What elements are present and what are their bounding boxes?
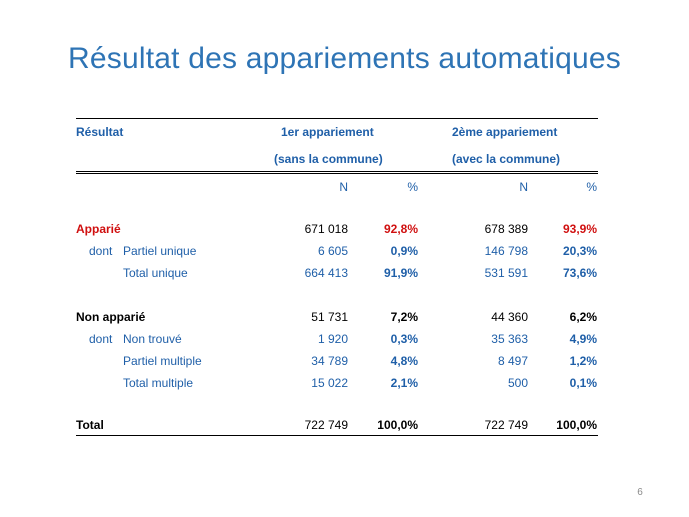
row-n1: 671 018 bbox=[304, 222, 348, 236]
table-row: dont Partiel unique 6 605 0,9% 146 798 2… bbox=[76, 242, 598, 260]
header-p1: % bbox=[407, 180, 418, 194]
row-p2: 4,9% bbox=[569, 332, 597, 346]
table-row: Non apparié 51 731 7,2% 44 360 6,2% bbox=[76, 308, 598, 326]
row-p2: 93,9% bbox=[562, 222, 597, 236]
row-n2: 35 363 bbox=[491, 332, 528, 346]
header-group2-subtitle: (avec la commune) bbox=[452, 152, 561, 166]
row-prefix: dont bbox=[89, 332, 113, 346]
row-n2: 8 497 bbox=[497, 354, 528, 368]
row-p2: 0,1% bbox=[569, 376, 597, 390]
row-label: Non trouvé bbox=[123, 332, 182, 346]
header-n2: N bbox=[519, 180, 528, 194]
row-label: Total unique bbox=[123, 266, 188, 280]
table-row: Partiel multiple 34 789 4,8% 8 497 1,2% bbox=[76, 352, 598, 370]
table-bottom-rule bbox=[76, 435, 598, 436]
header-group1-title: 1er appariement bbox=[281, 125, 374, 139]
row-label: Total multiple bbox=[123, 376, 194, 390]
row-n2: 722 749 bbox=[484, 418, 528, 432]
row-p2: 100,0% bbox=[556, 418, 597, 432]
row-p2: 1,2% bbox=[569, 354, 597, 368]
table-row: Total multiple 15 022 2,1% 500 0,1% bbox=[76, 374, 598, 392]
header-row-2: (sans la commune) (avec la commune) bbox=[76, 150, 598, 168]
row-n1: 15 022 bbox=[311, 376, 348, 390]
row-label: Partiel unique bbox=[123, 244, 197, 258]
row-p2: 20,3% bbox=[562, 244, 597, 258]
slide-title: Résultat des appariements automatiques bbox=[68, 42, 621, 75]
row-p1: 4,8% bbox=[390, 354, 418, 368]
table-row: Total unique 664 413 91,9% 531 591 73,6% bbox=[76, 264, 598, 282]
row-p1: 91,9% bbox=[383, 266, 418, 280]
table-row: dont Non trouvé 1 920 0,3% 35 363 4,9% bbox=[76, 330, 598, 348]
row-label: Non apparié bbox=[76, 310, 146, 324]
row-prefix: dont bbox=[89, 244, 113, 258]
row-n1: 1 920 bbox=[317, 332, 348, 346]
header-result-label: Résultat bbox=[76, 125, 124, 139]
header-n1: N bbox=[339, 180, 348, 194]
row-n2: 678 389 bbox=[484, 222, 528, 236]
row-p2: 73,6% bbox=[562, 266, 597, 280]
row-n2: 500 bbox=[507, 376, 528, 390]
header-rule-1 bbox=[76, 171, 598, 172]
row-n1: 664 413 bbox=[304, 266, 348, 280]
row-n2: 44 360 bbox=[491, 310, 528, 324]
column-units-row: N % N % bbox=[76, 178, 598, 196]
header-p2: % bbox=[586, 180, 597, 194]
row-n1: 722 749 bbox=[304, 418, 348, 432]
row-p1: 2,1% bbox=[390, 376, 418, 390]
header-row-1: Résultat 1er appariement 2ème appariemen… bbox=[76, 123, 598, 141]
row-p1: 0,9% bbox=[390, 244, 418, 258]
row-p1: 0,3% bbox=[390, 332, 418, 346]
row-p1: 92,8% bbox=[383, 222, 418, 236]
page-number: 6 bbox=[637, 487, 643, 498]
row-n2: 146 798 bbox=[484, 244, 528, 258]
row-label: Apparié bbox=[76, 222, 121, 236]
row-p1: 100,0% bbox=[377, 418, 418, 432]
row-n1: 51 731 bbox=[311, 310, 348, 324]
table-row: Apparié 671 018 92,8% 678 389 93,9% bbox=[76, 220, 598, 238]
header-rule-2 bbox=[76, 173, 598, 174]
header-group1-subtitle: (sans la commune) bbox=[274, 152, 383, 166]
table-top-rule bbox=[76, 118, 598, 119]
header-group2-title: 2ème appariement bbox=[452, 125, 558, 139]
row-n1: 34 789 bbox=[311, 354, 348, 368]
row-label: Partiel multiple bbox=[123, 354, 202, 368]
row-p2: 6,2% bbox=[569, 310, 597, 324]
row-label: Total bbox=[76, 418, 104, 432]
row-n2: 531 591 bbox=[484, 266, 528, 280]
row-p1: 7,2% bbox=[390, 310, 418, 324]
table-row-total: Total 722 749 100,0% 722 749 100,0% bbox=[76, 416, 598, 434]
row-n1: 6 605 bbox=[317, 244, 348, 258]
